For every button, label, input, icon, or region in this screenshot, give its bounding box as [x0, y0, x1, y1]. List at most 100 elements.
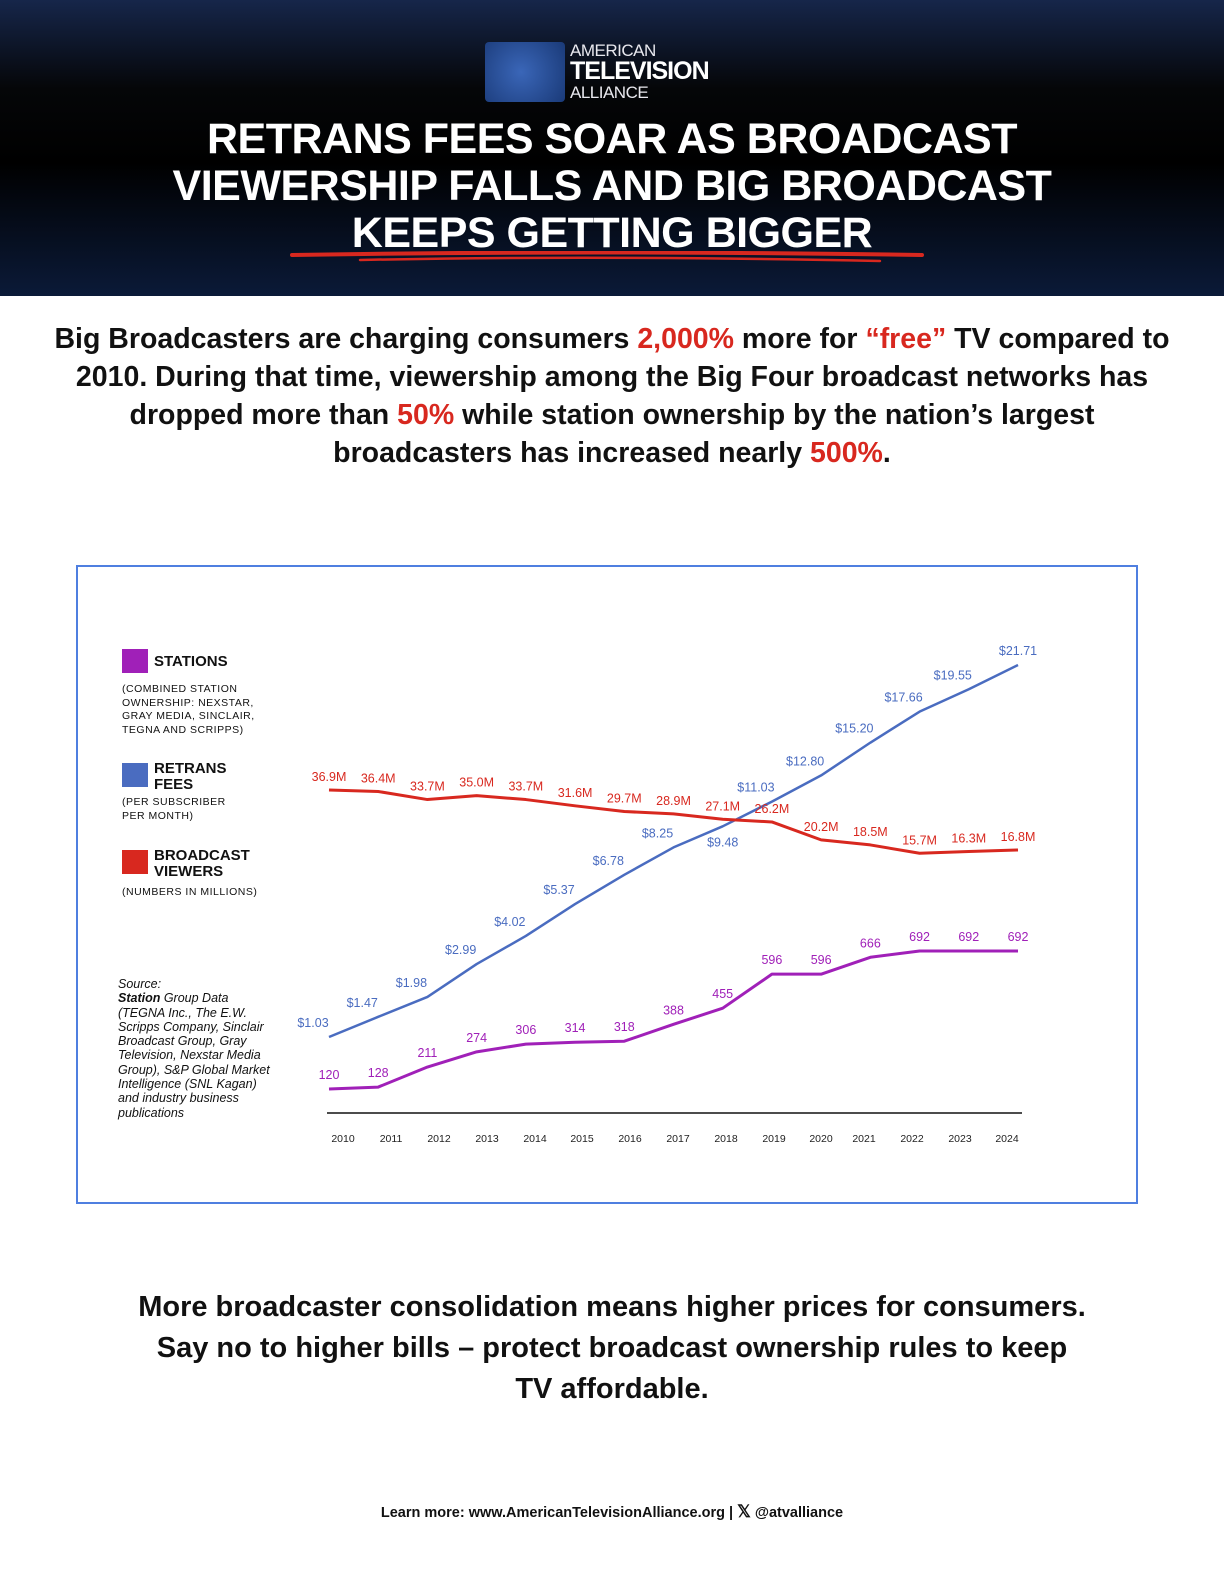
data-label: 36.4M [361, 771, 396, 785]
highlight-500: 500% [810, 437, 883, 469]
intro-text: more for [734, 323, 866, 355]
title-line: RETRANS FEES SOAR AS BROADCAST [206, 115, 1018, 163]
x-tick-label: 2012 [427, 1133, 451, 1145]
data-label: $11.03 [737, 781, 774, 795]
x-tick-label: 2022 [900, 1133, 924, 1145]
data-label: $1.47 [347, 996, 378, 1010]
data-label: 28.9M [656, 794, 691, 808]
source-label: Source: [118, 977, 162, 991]
data-label: 596 [761, 953, 782, 967]
data-label: 26.2M [755, 802, 790, 816]
data-label: 16.8M [1001, 830, 1036, 844]
data-label: 455 [712, 987, 733, 1001]
data-label: 692 [1008, 930, 1029, 944]
footer: Learn more: www.AmericanTelevisionAllian… [0, 1502, 1224, 1522]
data-label: 36.9M [312, 770, 347, 784]
x-tick-label: 2021 [852, 1133, 876, 1145]
data-label: 20.2M [804, 820, 839, 834]
legend-title: BROADCAST VIEWERS [154, 847, 250, 880]
data-label: $1.03 [297, 1016, 328, 1030]
data-label: $19.55 [934, 668, 972, 682]
data-label: 274 [466, 1031, 487, 1045]
data-label: $2.99 [445, 943, 476, 957]
source-text: Group Data (TEGNA Inc., The E.W. Scripps… [118, 991, 270, 1120]
intro-text: while station ownership by the nation’s … [333, 399, 1095, 469]
data-label: $21.71 [999, 644, 1037, 658]
intro-text: TV compared to 2010. During that time, v… [75, 323, 1170, 431]
data-label: 120 [319, 1068, 340, 1082]
closing-line: Say no to higher bills – protect broadca… [156, 1332, 1068, 1364]
header-banner: AMERICAN TELEVISION ALLIANCE RETRANS FEE… [0, 0, 1224, 296]
data-label: 306 [515, 1023, 536, 1037]
highlight-free: “free” [865, 323, 947, 355]
x-tick-label: 2023 [948, 1133, 972, 1145]
x-tick-label: 2014 [523, 1133, 547, 1145]
legend-note: (COMBINED STATION OWNERSHIP: NEXSTAR, GR… [122, 683, 255, 736]
x-tick-label: 2016 [618, 1133, 642, 1145]
series-line-stations [328, 949, 1018, 1091]
line-chart: 2010 2011 2012 2013 2014 2015 2016 2017 2018 2019… [297, 644, 1037, 1145]
data-label: 33.7M [508, 780, 543, 794]
data-label: $1.98 [396, 976, 427, 990]
data-label: 388 [663, 1003, 684, 1017]
x-tick-label: 2015 [570, 1133, 594, 1145]
legend-note: (PER SUBSCRIBER PER MONTH) [122, 796, 226, 822]
page-title: RETRANS FEES SOAR AS BROADCAST VIEWERSHI… [0, 116, 1224, 257]
data-label: 33.7M [410, 780, 445, 794]
data-label: 16.3M [951, 831, 986, 845]
data-label: 35.0M [459, 776, 494, 790]
closing-message: More broadcaster consolidation means hig… [40, 1287, 1184, 1410]
intro-text: . [882, 437, 891, 469]
highlight-50: 50% [397, 399, 455, 431]
x-tick-label: 2018 [714, 1133, 738, 1145]
data-label: $4.02 [494, 915, 525, 929]
x-tick-label: 2013 [475, 1133, 499, 1145]
data-label: 666 [860, 936, 881, 950]
atva-logo: AMERICAN TELEVISION ALLIANCE [485, 41, 710, 102]
data-label: 18.5M [853, 825, 888, 839]
logo-line: TELEVISION [570, 57, 710, 85]
logo-line: AMERICAN [570, 41, 656, 60]
highlight-2000: 2,000% [637, 323, 734, 355]
title-line: KEEPS GETTING BIGGER [351, 209, 873, 257]
x-logo-icon: 𝕏 [737, 1502, 751, 1521]
source-bold: Station [118, 991, 161, 1006]
data-label: 27.1M [705, 799, 740, 813]
data-label: $17.66 [884, 691, 922, 705]
red-underline [290, 251, 924, 263]
x-tick-label: 2024 [995, 1133, 1019, 1145]
x-tick-label: 2011 [380, 1133, 403, 1145]
legend-swatch [122, 649, 148, 673]
title-line: VIEWERSHIP FALLS AND BIG BROADCAST [172, 162, 1052, 210]
intro-paragraph: Big Broadcasters are charging consumers … [40, 320, 1184, 472]
logo-line: ALLIANCE [570, 83, 649, 102]
data-label: 596 [811, 953, 832, 967]
data-label: 29.7M [607, 791, 642, 805]
legend-note: (NUMBERS IN MILLIONS) [122, 886, 258, 898]
chart-panel: STATIONS (COMBINED STATION OWNERSHIP: NE… [76, 565, 1138, 1204]
data-label: $12.80 [786, 754, 824, 768]
data-label: 692 [909, 930, 930, 944]
data-label: $6.78 [593, 854, 624, 868]
social-handle[interactable]: @atvalliance [754, 1505, 844, 1521]
x-tick-label: 2017 [666, 1133, 690, 1145]
x-tick-label: 2019 [762, 1133, 786, 1145]
closing-line: More broadcaster consolidation means hig… [138, 1291, 1086, 1323]
x-tick-label: 2010 [331, 1133, 355, 1145]
legend-swatch [122, 850, 148, 874]
data-label: 31.6M [558, 786, 593, 800]
logo-mark [485, 41, 565, 102]
legend-title: STATIONS [154, 653, 228, 670]
data-label: 211 [417, 1046, 437, 1060]
data-label: 128 [368, 1066, 389, 1080]
intro-text: Big Broadcasters are charging consumers [54, 323, 638, 355]
source-note: Source: Station Group Data (TEGNA Inc., T… [118, 977, 278, 1120]
data-label: $15.20 [835, 722, 873, 736]
legend-swatch [122, 763, 148, 787]
data-label: $5.37 [543, 883, 574, 897]
legend-title: RETRANS FEES [154, 760, 227, 793]
data-label: 318 [614, 1020, 635, 1034]
closing-line: TV affordable. [515, 1373, 709, 1405]
footer-link[interactable]: Learn more: www.AmericanTelevisionAllian… [380, 1505, 738, 1521]
data-label: $8.25 [642, 826, 673, 840]
